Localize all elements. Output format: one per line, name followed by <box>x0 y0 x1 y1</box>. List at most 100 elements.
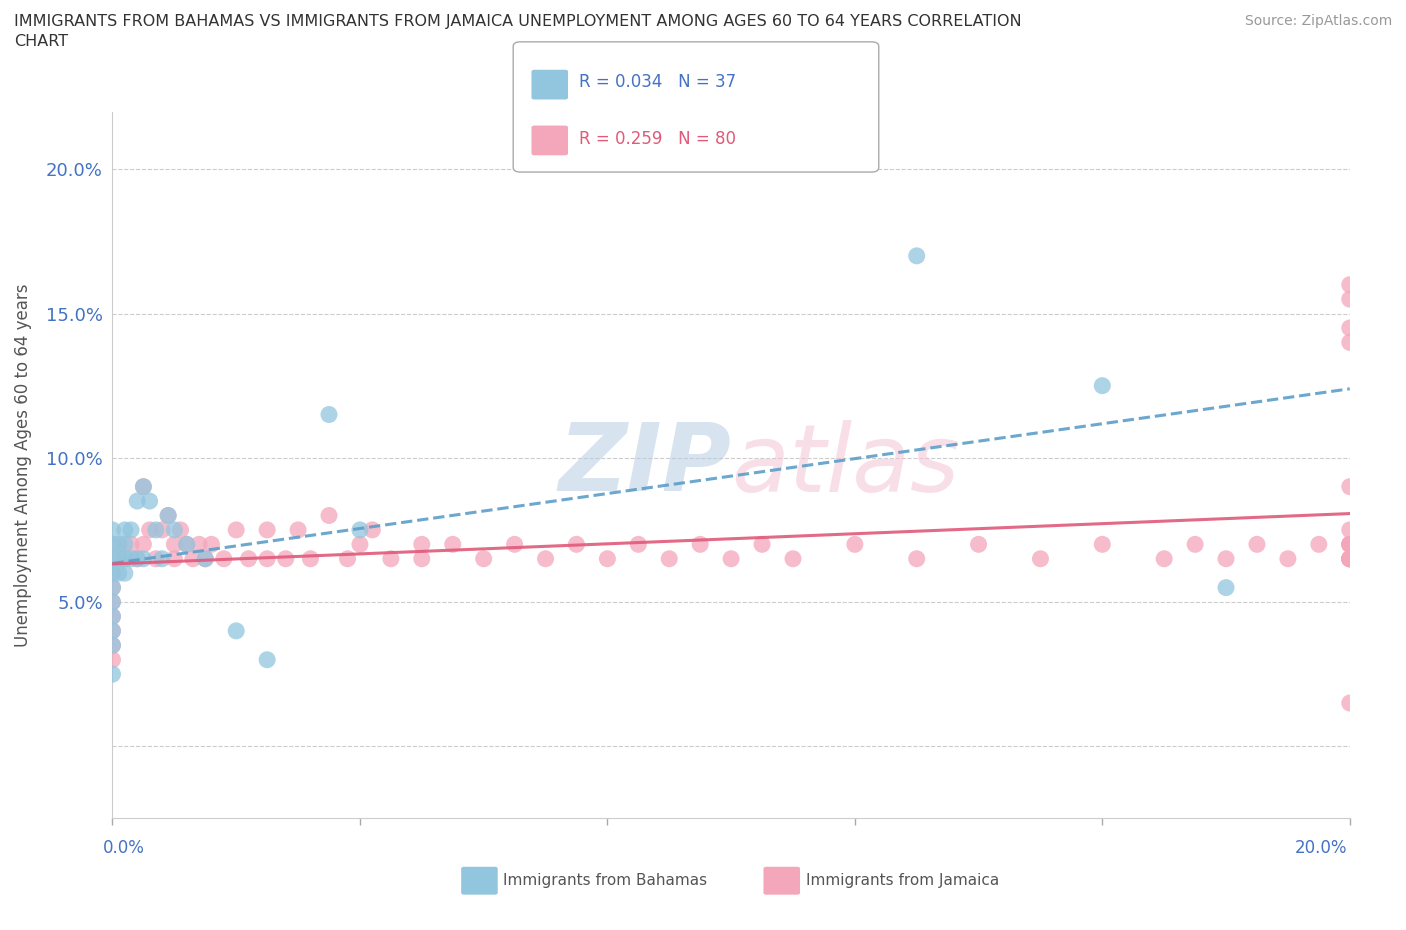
Point <box>101 594 124 609</box>
Point <box>1091 537 1114 551</box>
Point <box>349 537 371 551</box>
Point <box>1091 379 1114 393</box>
Point <box>127 494 149 509</box>
Point <box>534 551 557 566</box>
Point <box>138 494 160 509</box>
Point <box>101 551 124 566</box>
Point <box>101 551 124 566</box>
Point <box>627 537 650 551</box>
Point <box>225 523 247 538</box>
Point <box>114 551 136 566</box>
Point <box>225 623 247 638</box>
Point <box>107 537 129 551</box>
Point <box>782 551 804 566</box>
Point <box>1246 537 1268 551</box>
Point <box>101 580 124 595</box>
Point <box>101 565 124 580</box>
Point <box>1339 537 1361 551</box>
Text: 20.0%: 20.0% <box>1295 839 1347 857</box>
Y-axis label: Unemployment Among Ages 60 to 64 years: Unemployment Among Ages 60 to 64 years <box>14 284 32 646</box>
Point <box>114 551 136 566</box>
Point <box>150 551 173 566</box>
Point <box>107 565 129 580</box>
Point <box>101 623 124 638</box>
Point <box>1339 696 1361 711</box>
Point <box>256 652 278 667</box>
Point <box>1308 537 1330 551</box>
Point <box>411 551 433 566</box>
Point <box>176 537 198 551</box>
Point <box>967 537 990 551</box>
Point <box>132 479 155 494</box>
Point <box>101 652 124 667</box>
Point <box>658 551 681 566</box>
Point <box>349 523 371 538</box>
Point <box>1339 537 1361 551</box>
Point <box>120 523 142 538</box>
Point <box>596 551 619 566</box>
Point <box>101 537 124 551</box>
Point <box>194 551 217 566</box>
Point <box>101 638 124 653</box>
Point <box>169 523 191 538</box>
Point <box>472 551 495 566</box>
Point <box>1339 551 1361 566</box>
Point <box>114 523 136 538</box>
Point <box>274 551 297 566</box>
Point <box>441 537 464 551</box>
Point <box>138 523 160 538</box>
Point <box>1339 479 1361 494</box>
Point <box>114 565 136 580</box>
Point <box>1339 537 1361 551</box>
Point <box>107 537 129 551</box>
Point <box>689 537 711 551</box>
Point <box>336 551 359 566</box>
Text: Source: ZipAtlas.com: Source: ZipAtlas.com <box>1244 14 1392 28</box>
Point <box>101 523 124 538</box>
Point <box>1339 551 1361 566</box>
Point <box>107 551 129 566</box>
Point <box>299 551 322 566</box>
Point <box>256 523 278 538</box>
Point <box>411 537 433 551</box>
Point <box>114 537 136 551</box>
Point <box>101 609 124 624</box>
Point <box>120 551 142 566</box>
Text: IMMIGRANTS FROM BAHAMAS VS IMMIGRANTS FROM JAMAICA UNEMPLOYMENT AMONG AGES 60 TO: IMMIGRANTS FROM BAHAMAS VS IMMIGRANTS FR… <box>14 14 1022 29</box>
Point <box>163 551 186 566</box>
Point <box>163 537 186 551</box>
Point <box>101 565 124 580</box>
Point <box>212 551 235 566</box>
Point <box>503 537 526 551</box>
Point <box>101 667 124 682</box>
Point <box>256 551 278 566</box>
Point <box>101 609 124 624</box>
Point <box>127 551 149 566</box>
Point <box>318 508 340 523</box>
Point <box>720 551 742 566</box>
Point <box>132 551 155 566</box>
Point <box>905 551 928 566</box>
Point <box>1339 551 1361 566</box>
Point <box>238 551 260 566</box>
Point <box>1215 580 1237 595</box>
Point <box>1184 537 1206 551</box>
Point <box>194 551 217 566</box>
Point <box>150 523 173 538</box>
Point <box>101 594 124 609</box>
Point <box>361 523 384 538</box>
Point <box>1339 321 1361 336</box>
Point <box>176 537 198 551</box>
Point <box>1153 551 1175 566</box>
Point <box>318 407 340 422</box>
Point <box>380 551 402 566</box>
Point <box>101 638 124 653</box>
Text: R = 0.259   N = 80: R = 0.259 N = 80 <box>579 130 737 149</box>
Point <box>1029 551 1052 566</box>
Text: R = 0.034   N = 37: R = 0.034 N = 37 <box>579 73 737 91</box>
Point <box>200 537 222 551</box>
Text: atlas: atlas <box>731 419 959 511</box>
Point <box>163 523 186 538</box>
Point <box>188 537 211 551</box>
Point <box>132 537 155 551</box>
